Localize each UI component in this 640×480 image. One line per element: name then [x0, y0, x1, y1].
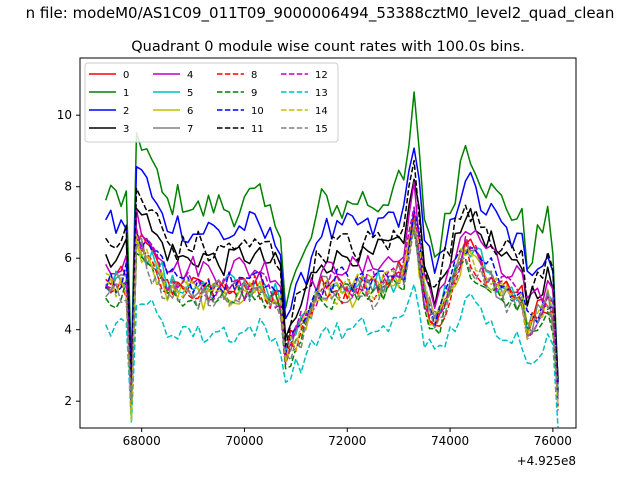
x-axis: 68000 70000 72000 74000 76000	[123, 428, 572, 448]
series-line-10	[104, 209, 559, 399]
y-tick-label: 2	[64, 394, 72, 408]
chart-title: Quadrant 0 module wise count rates with …	[131, 39, 525, 55]
series-line-14	[105, 224, 559, 422]
y-tick-label: 4	[64, 323, 72, 337]
series-line-9	[105, 229, 559, 409]
legend-label-11: 11	[251, 124, 264, 135]
legend-label-8: 8	[251, 70, 257, 81]
legend-label-0: 0	[123, 70, 129, 81]
legend-label-14: 14	[315, 106, 328, 117]
series-line-13	[105, 283, 559, 428]
series-layer	[104, 91, 559, 428]
series-line-1	[104, 91, 559, 383]
y-tick-label: 8	[64, 180, 72, 194]
legend-label-13: 13	[315, 88, 328, 99]
legend-label-12: 12	[315, 70, 328, 81]
legend-label-10: 10	[251, 106, 264, 117]
x-tick-label: 72000	[328, 434, 366, 448]
x-tick-label: 70000	[225, 434, 263, 448]
legend-box	[84, 62, 339, 143]
legend-label-9: 9	[251, 88, 257, 99]
x-tick-label: 76000	[534, 434, 572, 448]
legend-label-5: 5	[187, 88, 193, 99]
legend-label-4: 4	[187, 70, 193, 81]
series-line-15	[105, 226, 559, 405]
series-line-8	[105, 212, 559, 416]
x-tick-label: 68000	[123, 434, 161, 448]
legend-label-1: 1	[123, 88, 129, 99]
plot-frame	[79, 57, 577, 429]
y-tick-label: 10	[57, 108, 72, 122]
series-line-2	[105, 147, 559, 382]
series-line-3	[105, 178, 559, 402]
legend-label-2: 2	[123, 106, 129, 117]
series-line-11	[105, 159, 559, 395]
legend-label-15: 15	[315, 124, 328, 135]
figure-suptitle: n file: modeM0/AS1C09_011T09_9000006494_…	[26, 4, 615, 23]
x-tick-label: 74000	[431, 434, 469, 448]
x-offset-label: +4.925e8	[517, 454, 576, 468]
legend-label-7: 7	[187, 124, 193, 135]
legend-label-6: 6	[187, 106, 193, 117]
series-line-4	[105, 181, 559, 397]
series-line-12	[105, 206, 559, 411]
y-axis: 2 4 6 8 10	[57, 108, 80, 408]
y-tick-label: 6	[64, 251, 72, 265]
legend-label-3: 3	[123, 124, 129, 135]
